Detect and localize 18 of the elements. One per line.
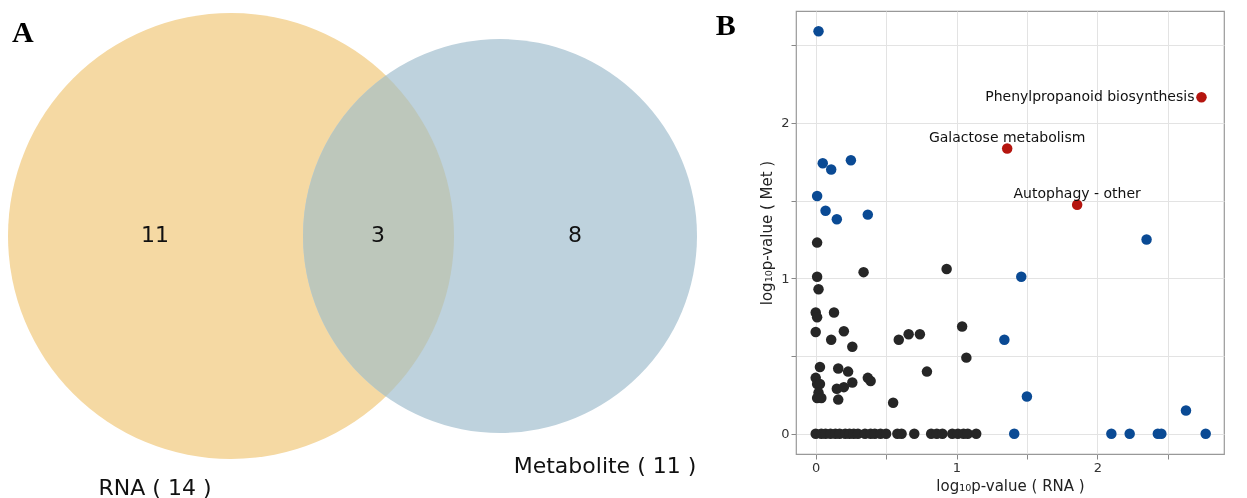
annotation: Phenylpropanoid biosynthesis [985, 88, 1195, 105]
x-tick-label: 1 [952, 459, 962, 475]
y-tick-label: 0 [781, 426, 790, 442]
y-axis-title: log₁₀p-value ( Met ) [758, 160, 777, 306]
x-tick-label: 0 [812, 459, 821, 475]
data-label: 8 [568, 222, 582, 247]
x-tick-label: 2 [1093, 459, 1102, 475]
y-tick-label: 1 [781, 270, 790, 286]
annotation: Galactose metabolism [928, 128, 1086, 145]
text: Metabolite ( 11 ) [513, 453, 697, 478]
annotation: Autophagy - other [1013, 184, 1142, 201]
data-label: 11 [141, 222, 169, 247]
text: RNA ( 14 ) [98, 475, 212, 498]
x-axis-title: log₁₀p-value ( RNA ) [936, 476, 1085, 495]
chart-title: B [715, 8, 736, 41]
text: A [12, 15, 34, 48]
data-label: 3 [371, 222, 385, 247]
y-tick-label: 2 [781, 115, 790, 131]
